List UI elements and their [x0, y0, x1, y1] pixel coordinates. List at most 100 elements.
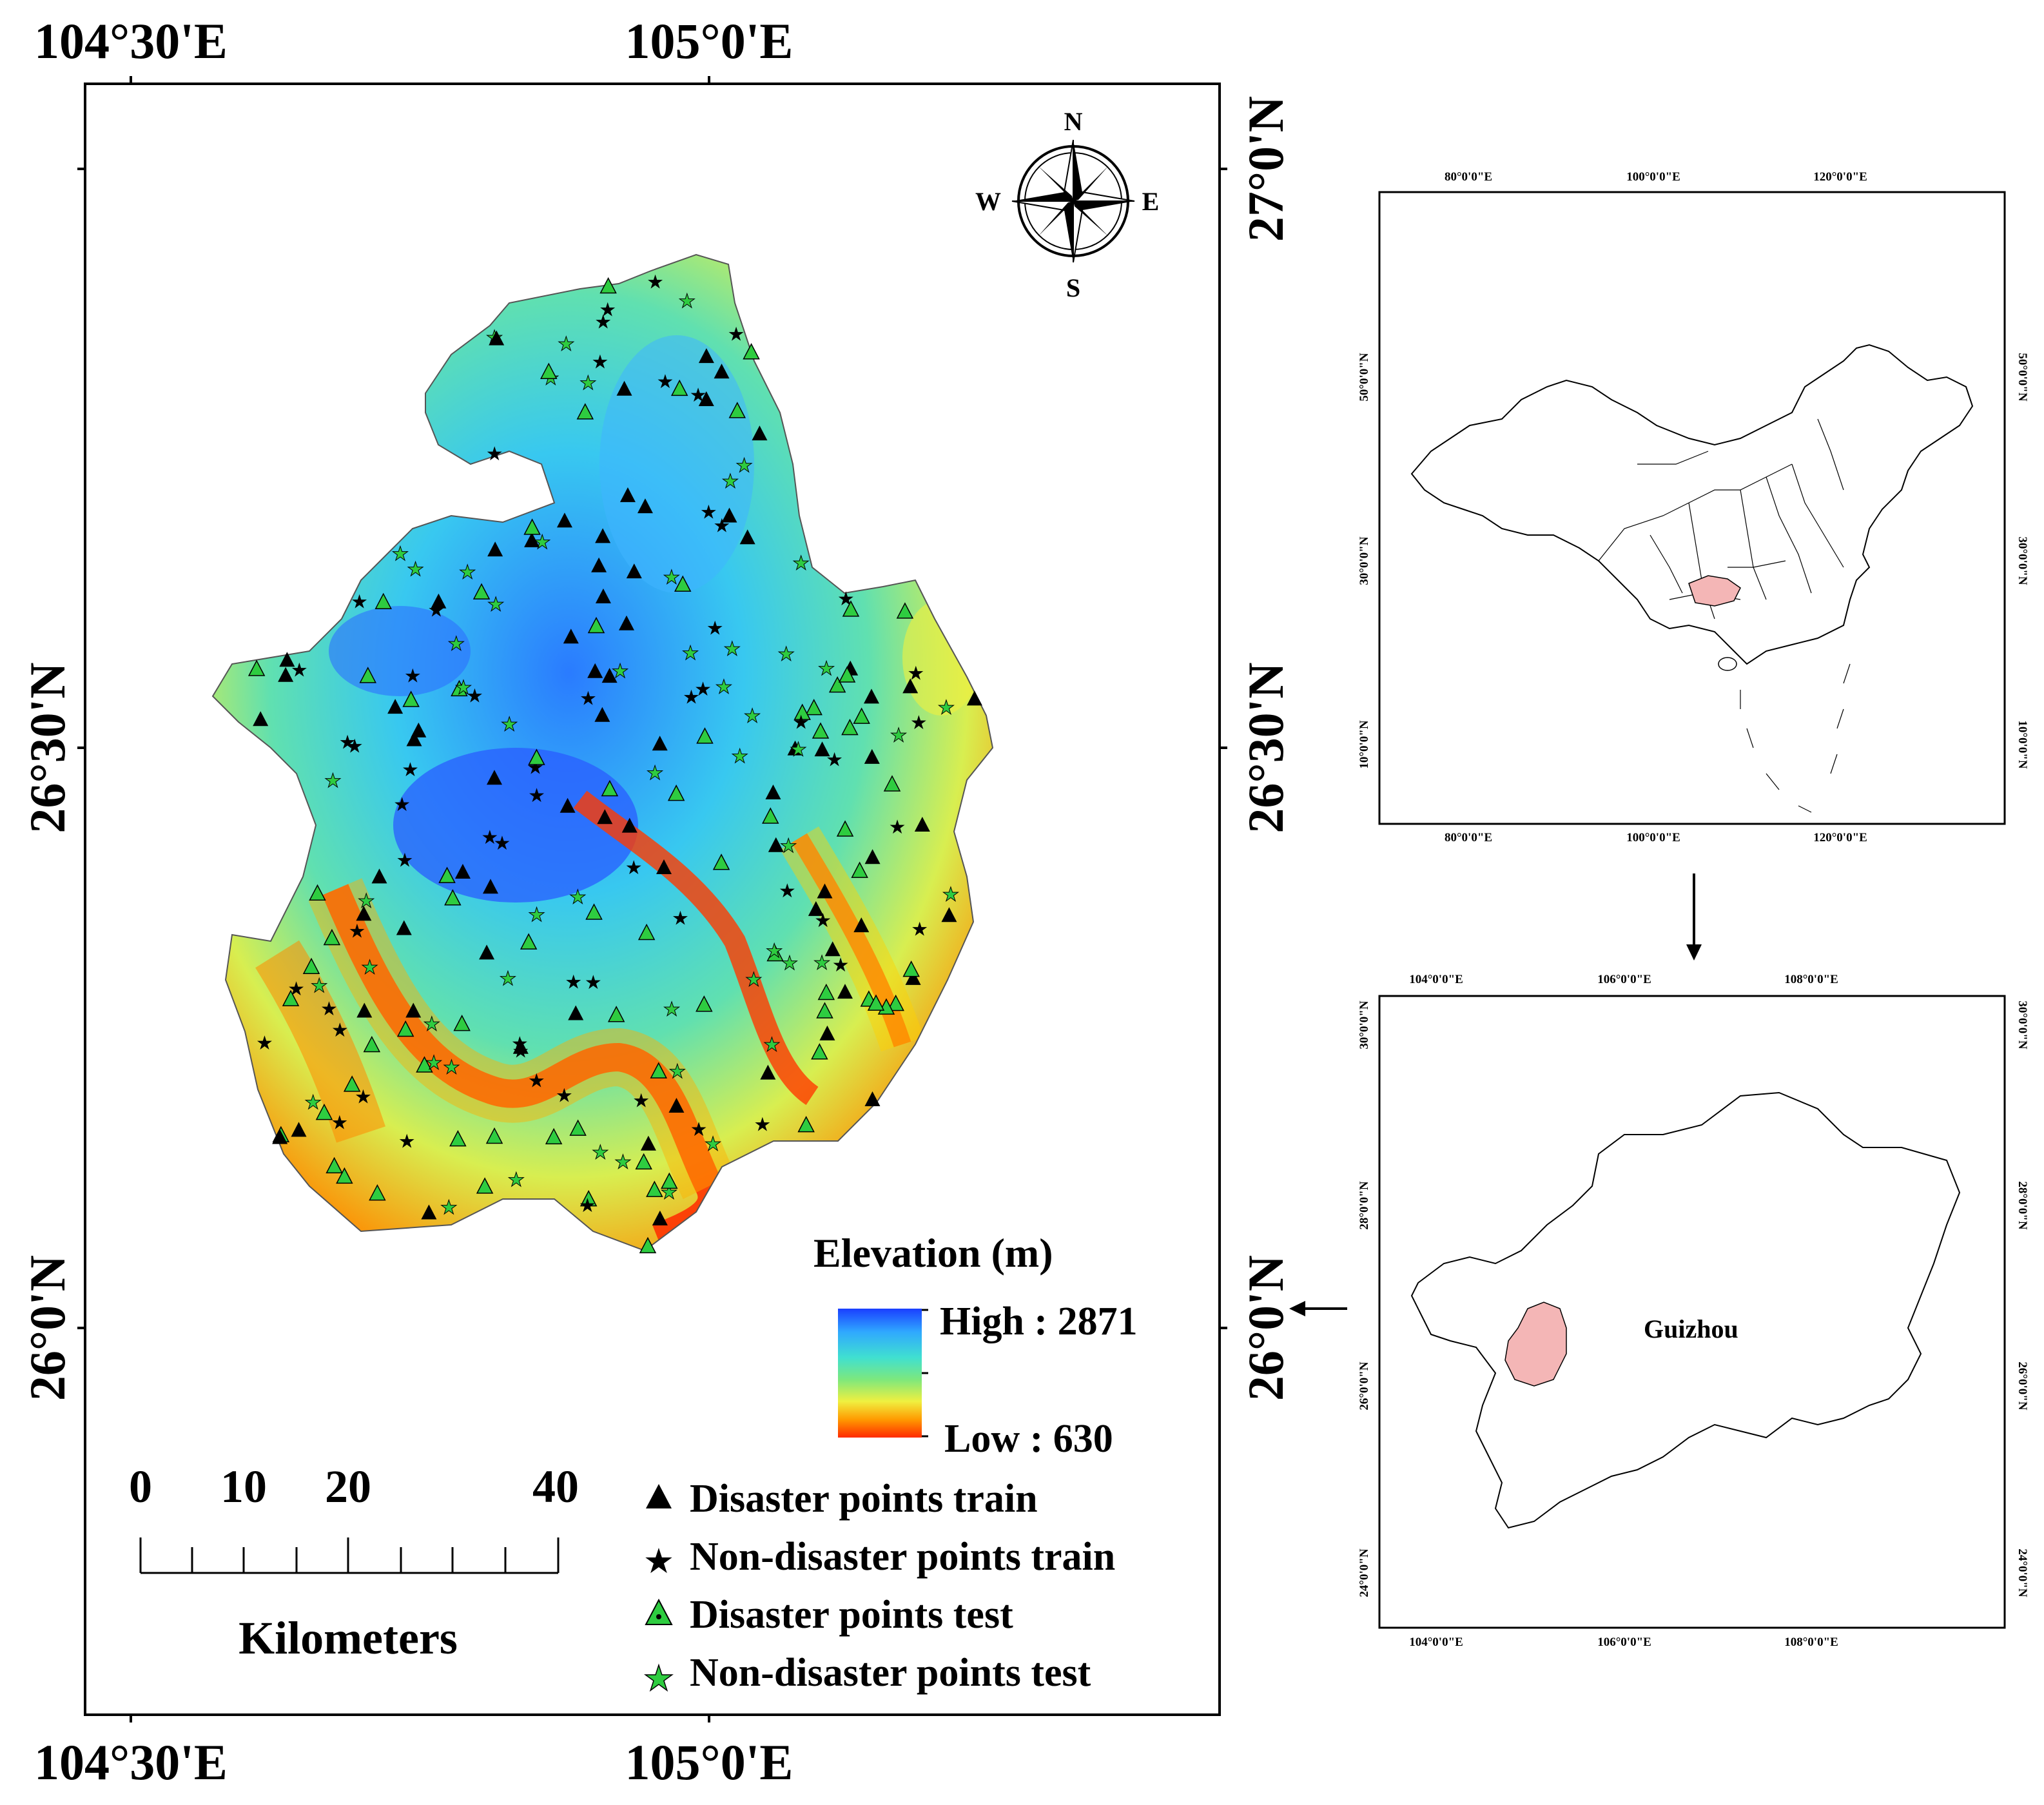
green-star-point: ★ [501, 714, 518, 736]
green-star-point: ★ [890, 725, 908, 746]
black-triangle-point [486, 770, 502, 785]
black-triangle-point [487, 542, 503, 557]
green-star-point: ★ [937, 697, 955, 718]
guizhou-region-label: Guizhou [1644, 1314, 1738, 1343]
black-triangle-point [853, 917, 870, 933]
black-triangle-point [279, 652, 295, 667]
lon-label-bottom-1: 104°30'E [34, 1734, 228, 1790]
black-triangle-point [814, 741, 830, 757]
green-star-point: ★ [425, 1052, 443, 1073]
green-star-point: ★ [443, 1057, 460, 1078]
green-triangle-point [336, 1167, 353, 1184]
black-triangle-point [652, 736, 668, 751]
legend-black-star: ★ [643, 1542, 674, 1581]
lon-label-top-1: 104°30'E [34, 13, 228, 69]
black-star-point: ★ [346, 736, 364, 757]
black-triangle-point [396, 920, 412, 935]
black-triangle-point [587, 663, 603, 678]
lon-label-bottom-2: 105°0'E [625, 1734, 793, 1790]
scale-bar: 0 10 20 40 Kilometers [129, 1461, 579, 1664]
black-star-point: ★ [320, 999, 338, 1020]
green-triangle-point [476, 1177, 494, 1194]
inset-arrow-down [1686, 873, 1702, 961]
green-star-point: ★ [715, 677, 733, 698]
black-star-point: ★ [832, 955, 850, 976]
guizhou-lat-left-1: 30°0'0"N [1358, 1000, 1371, 1049]
black-star-point: ★ [556, 1086, 573, 1107]
green-star-point: ★ [407, 559, 424, 580]
black-triangle-point [640, 1135, 656, 1151]
compass-e: E [1142, 187, 1160, 216]
black-star-point: ★ [528, 1070, 545, 1091]
green-triangle-point [793, 703, 811, 720]
elevation-legend-title: Elevation (m) [813, 1230, 1053, 1276]
green-star-point: ★ [423, 1013, 440, 1035]
green-triangle-point [282, 990, 300, 1006]
black-triangle-point [272, 1129, 288, 1144]
green-triangle-point [842, 600, 860, 617]
guizhou-lat-left-4: 24°0'0"N [1358, 1548, 1371, 1597]
guizhou-lat-right-3: 26°0'0"N [2016, 1361, 2029, 1410]
black-triangle-point [637, 498, 653, 514]
black-triangle-point [941, 907, 957, 922]
guizhou-inset: 104°0'0"E 106°0'0"E 108°0'0"E 104°0'0"E … [1358, 973, 2029, 1649]
green-star-point: ★ [614, 1151, 632, 1173]
black-triangle-point [291, 1122, 307, 1137]
scale-label-40: 40 [532, 1461, 579, 1512]
frame-ticks [77, 76, 1227, 1722]
green-triangle-point [639, 1236, 657, 1254]
green-star-point: ★ [721, 471, 739, 492]
black-star-point: ★ [591, 351, 608, 373]
green-triangle-point [650, 1062, 668, 1078]
black-triangle-point [253, 711, 269, 727]
black-triangle-point [819, 1025, 835, 1040]
green-star-point: ★ [705, 1134, 722, 1155]
green-triangle-point [667, 785, 685, 801]
china-lon-bottom-1: 80°0'0"E [1445, 831, 1492, 844]
guizhou-lon-top-2: 106°0'0"E [1597, 973, 1651, 986]
green-star-point: ★ [763, 1034, 781, 1055]
scale-unit: Kilometers [238, 1612, 458, 1664]
black-star-point: ★ [647, 271, 664, 293]
guizhou-lon-bottom-3: 108°0'0"E [1784, 1635, 1838, 1649]
green-triangle-point [805, 699, 822, 716]
black-triangle-point [595, 528, 611, 543]
green-triangle-point [646, 1180, 663, 1197]
green-triangle-point [601, 779, 619, 797]
sample-points: ★★★★★★★★★★★★★★★★★★★★★★★★★★★★★★★★★★★★★★★★… [248, 271, 982, 1254]
black-triangle-point [356, 906, 372, 921]
green-triangle-point [838, 666, 856, 683]
green-triangle-point [743, 343, 760, 360]
black-triangle-point [421, 1204, 437, 1220]
black-star-point: ★ [694, 679, 712, 700]
black-triangle-point [760, 1064, 776, 1080]
guizhou-lat-left-2: 28°0'0"N [1358, 1181, 1371, 1229]
guizhou-lon-bottom-2: 106°0'0"E [1597, 1635, 1651, 1649]
green-triangle-point [812, 722, 830, 739]
green-star-point: ★ [455, 678, 472, 699]
black-star-point: ★ [779, 881, 796, 902]
black-triangle-point [905, 970, 921, 985]
black-star-point: ★ [331, 1113, 348, 1134]
black-star-point: ★ [404, 665, 422, 687]
black-star-point: ★ [683, 687, 700, 708]
black-triangle-point [454, 864, 471, 879]
black-triangle-point [698, 391, 714, 406]
black-triangle-point [668, 1097, 685, 1113]
green-triangle-point [576, 403, 594, 420]
scale-label-10: 10 [220, 1461, 267, 1512]
black-triangle-point [489, 330, 505, 346]
green-triangle-point [638, 923, 656, 941]
green-triangle-point [528, 748, 545, 765]
black-star-point: ★ [565, 972, 582, 993]
green-triangle-point [540, 362, 558, 379]
compass-n: N [1064, 107, 1083, 136]
green-triangle-point [762, 807, 779, 824]
green-triangle-point [326, 1156, 343, 1174]
green-triangle-point [836, 820, 854, 837]
black-star-point: ★ [427, 600, 445, 621]
black-triangle-point [864, 1091, 881, 1107]
green-triangle-point [569, 1119, 587, 1136]
green-star-point: ★ [766, 941, 783, 962]
green-triangle-point [766, 944, 784, 962]
